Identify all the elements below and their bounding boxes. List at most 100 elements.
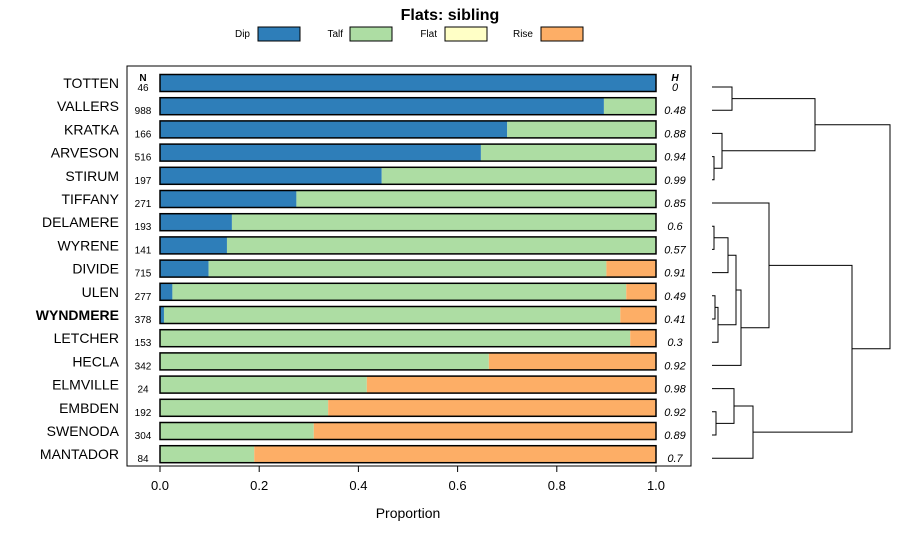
bar-segment-dip (160, 213, 232, 231)
category-label: HECLA (72, 353, 119, 369)
bar-segment-rise (606, 260, 656, 278)
h-value: 0.85 (664, 198, 686, 210)
legend-swatch-dip (257, 26, 301, 42)
category-label: KRATKA (64, 121, 120, 137)
bar-outline (159, 444, 657, 464)
dendrogram-branch (732, 98, 816, 152)
h-value: 0.89 (664, 430, 685, 442)
bar-outline (159, 96, 657, 116)
bar-outline (159, 398, 657, 418)
n-value: 271 (135, 199, 152, 210)
n-value: 277 (135, 292, 152, 303)
h-value: 0.6 (667, 221, 683, 233)
bar-outline (159, 189, 657, 209)
h-value: 0.49 (664, 291, 685, 303)
bar-segment-rise (366, 376, 656, 394)
bar-outline (159, 73, 657, 93)
dendrogram-branch (718, 254, 737, 326)
n-value: 516 (135, 153, 152, 164)
bar-outline (159, 421, 657, 441)
legend: Dip Talf Flat Rise (235, 26, 584, 42)
x-tick-label: 0.2 (250, 478, 268, 493)
h-value: 0 (672, 82, 679, 94)
h-value: 0.57 (664, 244, 686, 256)
x-tick-label: 0.8 (548, 478, 566, 493)
bar-outline (159, 375, 657, 394)
dendrogram (712, 86, 891, 459)
category-label: LETCHER (54, 330, 119, 346)
h-value: 0.3 (667, 337, 683, 349)
bar-segment-talf (480, 144, 656, 162)
h-value: 0.92 (664, 407, 685, 419)
category-label: MANTADOR (40, 446, 119, 462)
legend-swatch-talf (349, 26, 393, 42)
category-label: ELMVILLE (52, 377, 119, 393)
bar-outline (159, 305, 657, 325)
bar-segment-dip (160, 260, 209, 278)
bar-segment-dip (160, 120, 508, 138)
n-value: 988 (135, 106, 152, 117)
legend-label-flat: Flat (420, 29, 437, 40)
dendrogram-branch (712, 289, 742, 366)
bar-outline (159, 143, 657, 162)
dendrogram-branch (712, 295, 716, 320)
bar-segment-rise (488, 352, 656, 370)
n-value: 46 (137, 83, 149, 94)
bar-segment-talf (208, 260, 607, 278)
x-tick-label: 0.0 (151, 478, 169, 493)
bar-segment-talf (381, 167, 656, 185)
x-tick-label: 1.0 (647, 478, 665, 493)
n-value: 84 (137, 454, 149, 465)
bar-segment-dip (160, 97, 604, 115)
bar-segment-talf (507, 120, 656, 138)
category-label: ARVESON (51, 145, 119, 161)
category-label: VALLERS (57, 98, 119, 114)
x-axis-label: Proportion (376, 505, 441, 521)
category-label: DIVIDE (72, 261, 119, 277)
bar-segment-talf (163, 306, 621, 324)
h-header: H (671, 73, 679, 84)
h-value: 0.92 (664, 360, 685, 372)
bar-segment-talf (296, 190, 656, 208)
legend-swatch-flat (444, 26, 488, 42)
dendrogram-branch (712, 86, 733, 111)
n-value: 715 (135, 269, 152, 280)
n-value: 192 (135, 408, 152, 419)
bar-segment-talf (160, 376, 367, 394)
bar-outline (159, 236, 657, 255)
category-label: WYRENE (58, 237, 119, 253)
dendrogram-branch (712, 225, 715, 250)
n-value: 193 (135, 222, 152, 233)
n-value: 304 (135, 431, 152, 442)
dendrogram-branch (712, 156, 715, 181)
bar-outline (159, 120, 657, 139)
bar-outline (159, 352, 657, 371)
bar-segment-talf (160, 352, 489, 370)
n-header: N (139, 73, 146, 84)
bar-segment-rise (626, 283, 656, 301)
h-value: 0.98 (664, 384, 686, 396)
chart-title: Flats: sibling (401, 7, 500, 24)
bar-segment-dip (160, 283, 173, 301)
bar-segment-talf (160, 399, 329, 417)
h-value: 0.88 (664, 128, 686, 140)
h-value: 0.94 (664, 152, 685, 164)
x-tick-label: 0.4 (349, 478, 367, 493)
h-value: 0.91 (664, 268, 685, 280)
category-label: SWENODA (47, 423, 120, 439)
bar-outline (159, 166, 657, 186)
bar-segment-rise (630, 329, 656, 347)
bar-segment-rise (328, 399, 656, 417)
legend-label-talf: Talf (327, 29, 343, 40)
h-value: 0.41 (664, 314, 685, 326)
bar-segment-rise (313, 422, 656, 440)
bar-segment-talf (172, 283, 627, 301)
bar-segment-rise (254, 445, 657, 463)
bar-segment-dip (160, 167, 382, 185)
h-value: 0.48 (664, 105, 686, 117)
h-value: 0.7 (667, 453, 683, 465)
bar-segment-rise (620, 306, 656, 324)
bar-segment-dip (160, 306, 164, 324)
legend-swatch-rise (540, 26, 584, 42)
